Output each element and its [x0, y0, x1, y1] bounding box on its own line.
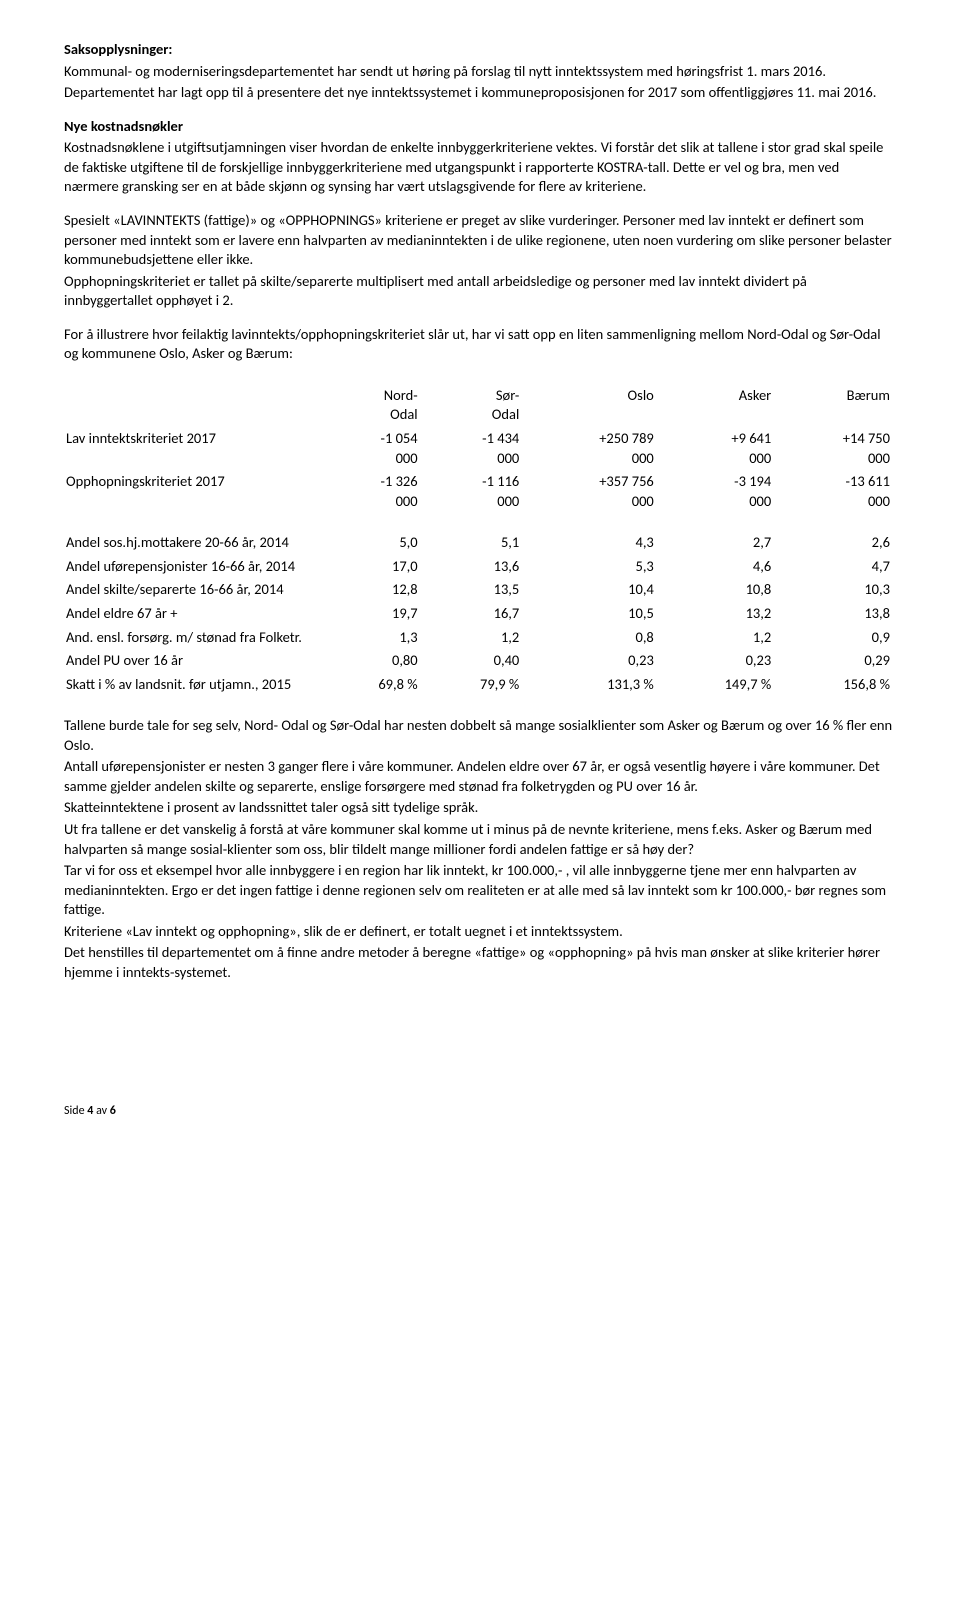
table-cell: 16,7 — [424, 602, 526, 626]
table-cell: 0,9 — [777, 626, 896, 650]
paragraph-3b: Opphopningskriteriet er tallet på skilte… — [64, 272, 896, 311]
table-cell: Andel eldre 67 år + — [64, 602, 322, 626]
table-row: Lav inntektskriteriet 2017 -1 054 000 -1… — [64, 427, 896, 470]
table-cell: 4,6 — [660, 555, 777, 579]
table-cell: -1 326 000 — [322, 470, 424, 513]
table-header-cell — [64, 384, 322, 427]
paragraph-5b: Antall uførepensjonister er nesten 3 gan… — [64, 757, 896, 796]
table-cell: Lav inntektskriteriet 2017 — [64, 427, 322, 470]
table-cell: 5,3 — [525, 555, 660, 579]
paragraph-5d: Ut fra tallene er det vanskelig å forstå… — [64, 820, 896, 859]
table-cell: 10,5 — [525, 602, 660, 626]
table-cell: 79,9 % — [424, 673, 526, 697]
table-spacer-row — [64, 513, 896, 531]
paragraph-3: Spesielt «LAVINNTEKTS (fattige)» og «OPP… — [64, 211, 896, 270]
table-cell: Skatt i % av landsnit. før utjamn., 2015 — [64, 673, 322, 697]
table-cell: -3 194 000 — [660, 470, 777, 513]
table-row: Andel skilte/separerte 16-66 år, 2014 12… — [64, 578, 896, 602]
table-cell: -1 434 000 — [424, 427, 526, 470]
table-cell: 5,1 — [424, 531, 526, 555]
comparison-table: Nord- Odal Sør- Odal Oslo Asker Bærum La… — [64, 384, 896, 696]
table-cell: 13,8 — [777, 602, 896, 626]
paragraph-5f: Kriteriene «Lav inntekt og opphopning», … — [64, 922, 896, 942]
table-cell: 0,23 — [525, 649, 660, 673]
table-cell: +357 756 000 — [525, 470, 660, 513]
table-header-cell: Asker — [660, 384, 777, 427]
table-cell: And. ensl. forsørg. m/ stønad fra Folket… — [64, 626, 322, 650]
table-cell: 12,8 — [322, 578, 424, 602]
table-cell: 10,4 — [525, 578, 660, 602]
table-cell: 156,8 % — [777, 673, 896, 697]
table-cell: 10,3 — [777, 578, 896, 602]
table-cell: 2,7 — [660, 531, 777, 555]
table-cell: Andel uførepensjonister 16-66 år, 2014 — [64, 555, 322, 579]
table-row: Andel PU over 16 år 0,80 0,40 0,23 0,23 … — [64, 649, 896, 673]
table-cell: -13 611 000 — [777, 470, 896, 513]
table-cell: 1,3 — [322, 626, 424, 650]
table-cell: 13,2 — [660, 602, 777, 626]
paragraph-5g: Det henstilles til departementet om å fi… — [64, 943, 896, 982]
table-header-cell: Oslo — [525, 384, 660, 427]
table-header-row: Nord- Odal Sør- Odal Oslo Asker Bærum — [64, 384, 896, 427]
table-cell: 0,40 — [424, 649, 526, 673]
paragraph-5c: Skatteinntektene i prosent av landssnitt… — [64, 798, 896, 818]
footer-total-pages: 6 — [110, 1104, 116, 1118]
table-cell: 0,29 — [777, 649, 896, 673]
paragraph-4: For å illustrere hvor feilaktig lavinnte… — [64, 325, 896, 364]
table-cell: 19,7 — [322, 602, 424, 626]
table-cell: -1 054 000 — [322, 427, 424, 470]
intro-paragraph-1: Kommunal- og moderniseringsdepartementet… — [64, 62, 896, 82]
intro-paragraph-2: Departementet har lagt opp til å present… — [64, 83, 896, 103]
table-cell: 1,2 — [660, 626, 777, 650]
table-row: Andel uførepensjonister 16-66 år, 2014 1… — [64, 555, 896, 579]
table-cell: 1,2 — [424, 626, 526, 650]
table-cell: 4,7 — [777, 555, 896, 579]
table-cell: 17,0 — [322, 555, 424, 579]
table-cell: +250 789 000 — [525, 427, 660, 470]
table-cell: +14 750 000 — [777, 427, 896, 470]
table-cell: 0,80 — [322, 649, 424, 673]
table-cell: Opphopningskriteriet 2017 — [64, 470, 322, 513]
table-cell: 4,3 — [525, 531, 660, 555]
table-cell: 0,23 — [660, 649, 777, 673]
page-footer: Side 4 av 6 — [64, 1103, 896, 1119]
section-heading-2: Nye kostnadsnøkler — [64, 117, 183, 135]
table-cell: 131,3 % — [525, 673, 660, 697]
table-row: Andel eldre 67 år + 19,7 16,7 10,5 13,2 … — [64, 602, 896, 626]
table-cell: 2,6 — [777, 531, 896, 555]
table-cell: 0,8 — [525, 626, 660, 650]
footer-side-label: Side — [64, 1104, 87, 1118]
table-cell: Andel skilte/separerte 16-66 år, 2014 — [64, 578, 322, 602]
table-header-cell: Sør- Odal — [424, 384, 526, 427]
table-cell: 13,5 — [424, 578, 526, 602]
table-header-cell: Nord- Odal — [322, 384, 424, 427]
table-row: And. ensl. forsørg. m/ stønad fra Folket… — [64, 626, 896, 650]
table-row: Opphopningskriteriet 2017 -1 326 000 -1 … — [64, 470, 896, 513]
table-cell: 69,8 % — [322, 673, 424, 697]
table-cell: 5,0 — [322, 531, 424, 555]
table-cell: Andel PU over 16 år — [64, 649, 322, 673]
table-cell: 149,7 % — [660, 673, 777, 697]
table-row: Skatt i % av landsnit. før utjamn., 2015… — [64, 673, 896, 697]
table-header-cell: Bærum — [777, 384, 896, 427]
table-cell: Andel sos.hj.mottakere 20-66 år, 2014 — [64, 531, 322, 555]
section-heading-1: Saksopplysninger: — [64, 40, 172, 58]
paragraph-5a: Tallene burde tale for seg selv, Nord- O… — [64, 716, 896, 755]
paragraph-2a: Kostnadsnøklene i utgiftsutjamningen vis… — [64, 138, 896, 197]
table-row: Andel sos.hj.mottakere 20-66 år, 2014 5,… — [64, 531, 896, 555]
paragraph-5e: Tar vi for oss et eksempel hvor alle inn… — [64, 861, 896, 920]
footer-av-label: av — [93, 1104, 109, 1118]
table-cell: 13,6 — [424, 555, 526, 579]
table-cell: +9 641 000 — [660, 427, 777, 470]
table-cell: 10,8 — [660, 578, 777, 602]
table-cell: -1 116 000 — [424, 470, 526, 513]
